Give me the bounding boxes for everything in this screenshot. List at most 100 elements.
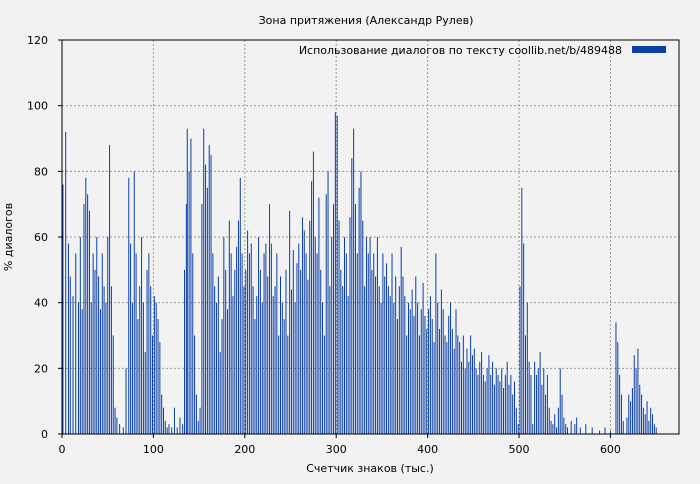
bar bbox=[90, 302, 92, 434]
bar bbox=[373, 253, 375, 434]
bar bbox=[486, 368, 488, 434]
bar bbox=[83, 204, 85, 434]
bar bbox=[184, 269, 186, 434]
bar bbox=[420, 309, 422, 434]
y-tick-label: 80 bbox=[34, 165, 48, 178]
bar bbox=[219, 351, 221, 434]
bar bbox=[296, 263, 298, 434]
bar bbox=[168, 424, 170, 434]
bar bbox=[109, 145, 111, 435]
bar bbox=[648, 420, 650, 434]
bar bbox=[69, 276, 71, 434]
bar bbox=[406, 335, 408, 434]
bar bbox=[429, 296, 431, 434]
bar bbox=[387, 286, 389, 434]
bar-series bbox=[62, 112, 657, 435]
bar bbox=[65, 131, 67, 434]
chart-title: Зона притяжения (Александр Рулев) bbox=[259, 14, 474, 27]
bar bbox=[208, 145, 210, 435]
bar bbox=[128, 177, 130, 434]
bar bbox=[159, 342, 161, 434]
bar bbox=[131, 302, 133, 434]
bar bbox=[579, 427, 581, 434]
bar bbox=[470, 335, 472, 434]
bar bbox=[223, 237, 225, 434]
bar bbox=[411, 289, 413, 434]
bar bbox=[94, 269, 96, 434]
bar bbox=[415, 276, 417, 434]
bar bbox=[550, 420, 552, 434]
bar bbox=[548, 407, 550, 434]
bar bbox=[161, 394, 163, 434]
bar bbox=[270, 243, 272, 434]
bar bbox=[631, 388, 633, 434]
bar bbox=[283, 319, 285, 434]
bar bbox=[139, 286, 141, 434]
bar bbox=[195, 394, 197, 434]
bar bbox=[556, 427, 558, 434]
bar bbox=[237, 220, 239, 434]
bar bbox=[190, 138, 192, 434]
bar bbox=[404, 296, 406, 434]
x-tick-label: 200 bbox=[234, 443, 255, 456]
y-tick-label: 0 bbox=[41, 428, 48, 441]
bar bbox=[493, 384, 495, 434]
bar bbox=[437, 302, 439, 434]
bar bbox=[557, 407, 559, 434]
bar bbox=[333, 204, 335, 434]
bar bbox=[92, 253, 94, 434]
y-tick-label: 120 bbox=[27, 34, 48, 47]
bar bbox=[620, 394, 622, 434]
bar bbox=[541, 384, 543, 434]
bar bbox=[417, 302, 419, 434]
bar bbox=[570, 420, 572, 434]
bar bbox=[617, 342, 619, 434]
bar bbox=[247, 230, 249, 434]
bar bbox=[515, 407, 517, 434]
bar bbox=[641, 394, 643, 434]
legend: Использование диалогов по тексту coollib… bbox=[299, 44, 666, 57]
bar bbox=[393, 302, 395, 434]
bar bbox=[490, 374, 492, 434]
bar bbox=[409, 309, 411, 434]
bar bbox=[234, 269, 236, 434]
bar bbox=[216, 302, 218, 434]
bar bbox=[62, 184, 64, 434]
bar bbox=[67, 243, 69, 434]
bar bbox=[122, 427, 124, 434]
bar bbox=[534, 361, 536, 434]
bar bbox=[232, 296, 234, 434]
bar bbox=[212, 253, 214, 434]
bar bbox=[501, 368, 503, 434]
bar bbox=[345, 253, 347, 434]
bar bbox=[221, 319, 223, 434]
bar bbox=[495, 368, 497, 434]
bar bbox=[171, 427, 173, 434]
bar bbox=[442, 309, 444, 434]
bar bbox=[272, 296, 274, 434]
bar bbox=[473, 348, 475, 434]
bar bbox=[371, 269, 373, 434]
bar bbox=[426, 328, 428, 434]
bar bbox=[644, 414, 646, 434]
y-tick-label: 20 bbox=[34, 362, 48, 375]
bar bbox=[125, 368, 127, 434]
bar bbox=[530, 374, 532, 434]
bar bbox=[290, 289, 292, 434]
bar bbox=[101, 253, 103, 434]
bar bbox=[455, 309, 457, 434]
bar bbox=[320, 269, 322, 434]
bar bbox=[274, 286, 276, 434]
bar bbox=[137, 319, 139, 434]
bar bbox=[289, 210, 291, 434]
bar bbox=[164, 420, 166, 434]
bar bbox=[407, 302, 409, 434]
bar bbox=[153, 296, 155, 434]
bar bbox=[226, 309, 228, 434]
bar bbox=[512, 394, 514, 434]
bar bbox=[305, 253, 307, 434]
bar bbox=[537, 368, 539, 434]
bar bbox=[545, 394, 547, 434]
bar bbox=[650, 407, 652, 434]
